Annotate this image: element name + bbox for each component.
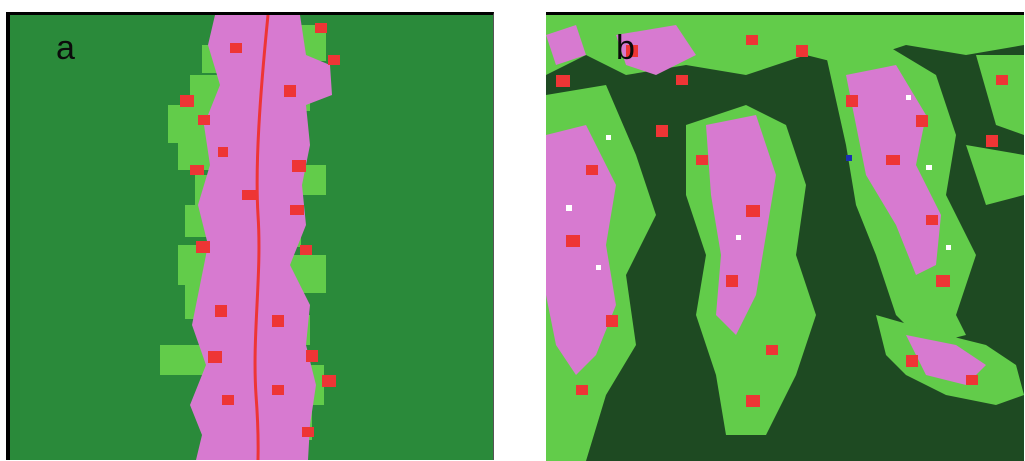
panel-b-map: b <box>546 12 1024 461</box>
cleared-patches-a <box>180 23 340 437</box>
road-line-a <box>253 15 270 460</box>
white-spots-b <box>566 95 951 270</box>
pasture-patches-b <box>546 25 986 385</box>
cleared-patches-b <box>556 35 1008 407</box>
pasture-corridor-a <box>190 15 332 460</box>
regrowth-patches-b <box>546 15 1024 461</box>
panel-a-simulated-landcover <box>160 15 340 460</box>
panel-a-map: a <box>6 12 494 460</box>
panel-a-label: a <box>56 29 75 67</box>
panel-b-label: b <box>616 29 635 67</box>
panel-b-observed-landcover <box>546 15 1024 461</box>
blue-spot-b <box>846 155 852 161</box>
